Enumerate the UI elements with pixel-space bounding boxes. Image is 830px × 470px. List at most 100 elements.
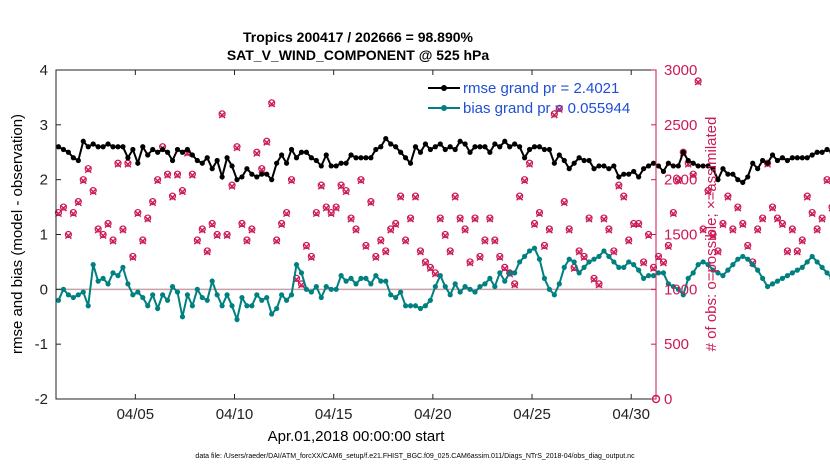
obs-assimilated-point [426,265,434,272]
y-right-tick-label: 1000 [664,281,697,298]
bias-point [735,256,741,262]
obs-assimilated-point [352,226,360,234]
obs-possible-point [714,247,722,255]
rmse-point [417,149,424,155]
bias-point [621,264,627,270]
obs-possible-point [724,192,732,200]
obs-possible-point [168,192,177,200]
obs-assimilated-point [739,221,747,229]
bias-point [164,297,171,303]
bias-point [135,289,141,295]
obs-assimilated-point [798,237,806,245]
obs-assimilated-point [129,254,137,262]
obs-assimilated-point [382,248,390,256]
rmse-point [497,144,503,150]
obs-assimilated-point [441,232,449,240]
obs-assimilated-point [154,177,162,185]
rmse-point [120,144,126,150]
obs-possible-point [129,252,137,261]
obs-assimilated-point [565,226,573,234]
obs-possible-point [282,208,291,217]
rmse-point [328,163,334,169]
obs-possible-point [352,225,360,233]
x-tick-label: 04/15 [315,406,353,423]
obs-assimilated-point [362,243,370,251]
obs-possible-point [803,192,811,200]
rmse-point [715,177,721,183]
obs-possible-point [84,165,92,173]
bias-point [358,275,364,281]
bias-point [631,262,637,268]
obs-possible-point [134,208,142,217]
obs-assimilated-point [421,259,429,267]
bias-point [700,259,706,265]
bias-point [140,294,146,301]
obs-assimilated-point [560,199,568,207]
obs-possible-point [689,170,697,178]
rmse-point [174,146,181,153]
rmse-point [283,160,290,166]
rmse-point [482,144,488,150]
obs-assimilated-point [243,237,251,245]
obs-possible-point [530,219,539,228]
bias-point [229,303,235,309]
obs-assimilated-point [521,177,529,185]
obs-assimilated-point [466,259,474,267]
bias-point [655,270,662,276]
obs-possible-point [144,214,152,222]
bias-point [368,281,374,287]
rmse-point [541,146,548,153]
obs-possible-point [149,198,157,206]
rmse-point [596,163,602,169]
bias-point [298,270,305,276]
obs-possible-point [446,247,454,255]
rmse-point [437,141,443,147]
bias-point [745,256,751,262]
obs-possible-point [555,104,563,112]
bias-point [75,292,81,298]
obs-assimilated-point [456,215,464,223]
bias-point [660,270,667,276]
rmse-point [551,160,557,166]
obs-assimilated-point [149,199,157,207]
obs-assimilated-point [144,215,152,223]
obs-possible-point [788,225,796,233]
obs-assimilated-point [317,182,325,190]
rmse-point [393,144,399,150]
rmse-point [452,146,458,153]
obs-possible-point [238,219,246,228]
rmse-point [586,157,592,164]
obs-assimilated-point [595,281,603,289]
rmse-point [363,155,369,161]
obs-assimilated-point [778,221,786,229]
rmse-point [636,174,642,180]
bias-point [472,289,478,295]
rmse-point [130,146,136,153]
rmse-point [323,152,329,158]
obs-assimilated-point [387,226,395,234]
obs-assimilated-point [312,210,320,218]
obs-possible-point [768,203,777,211]
rmse-point [442,146,448,153]
rmse-point [804,155,810,161]
obs-assimilated-point [640,259,648,267]
obs-possible-point [287,176,296,184]
obs-assimilated-point [89,188,97,196]
obs-possible-point [540,241,549,250]
bias-point [169,283,176,290]
bias-point [308,289,314,295]
rmse-point [611,163,617,169]
obs-possible-point [734,203,742,211]
bias-point [398,289,404,295]
obs-assimilated-point [461,226,469,234]
bias-point [100,275,106,281]
obs-assimilated-point [407,215,415,223]
obs-possible-point [520,176,529,184]
obs-assimilated-point [496,254,504,262]
obs-possible-point [198,225,206,233]
rmse-point [809,152,815,158]
obs-possible-point [69,208,77,217]
obs-possible-point [387,225,395,233]
bias-point [348,275,354,281]
